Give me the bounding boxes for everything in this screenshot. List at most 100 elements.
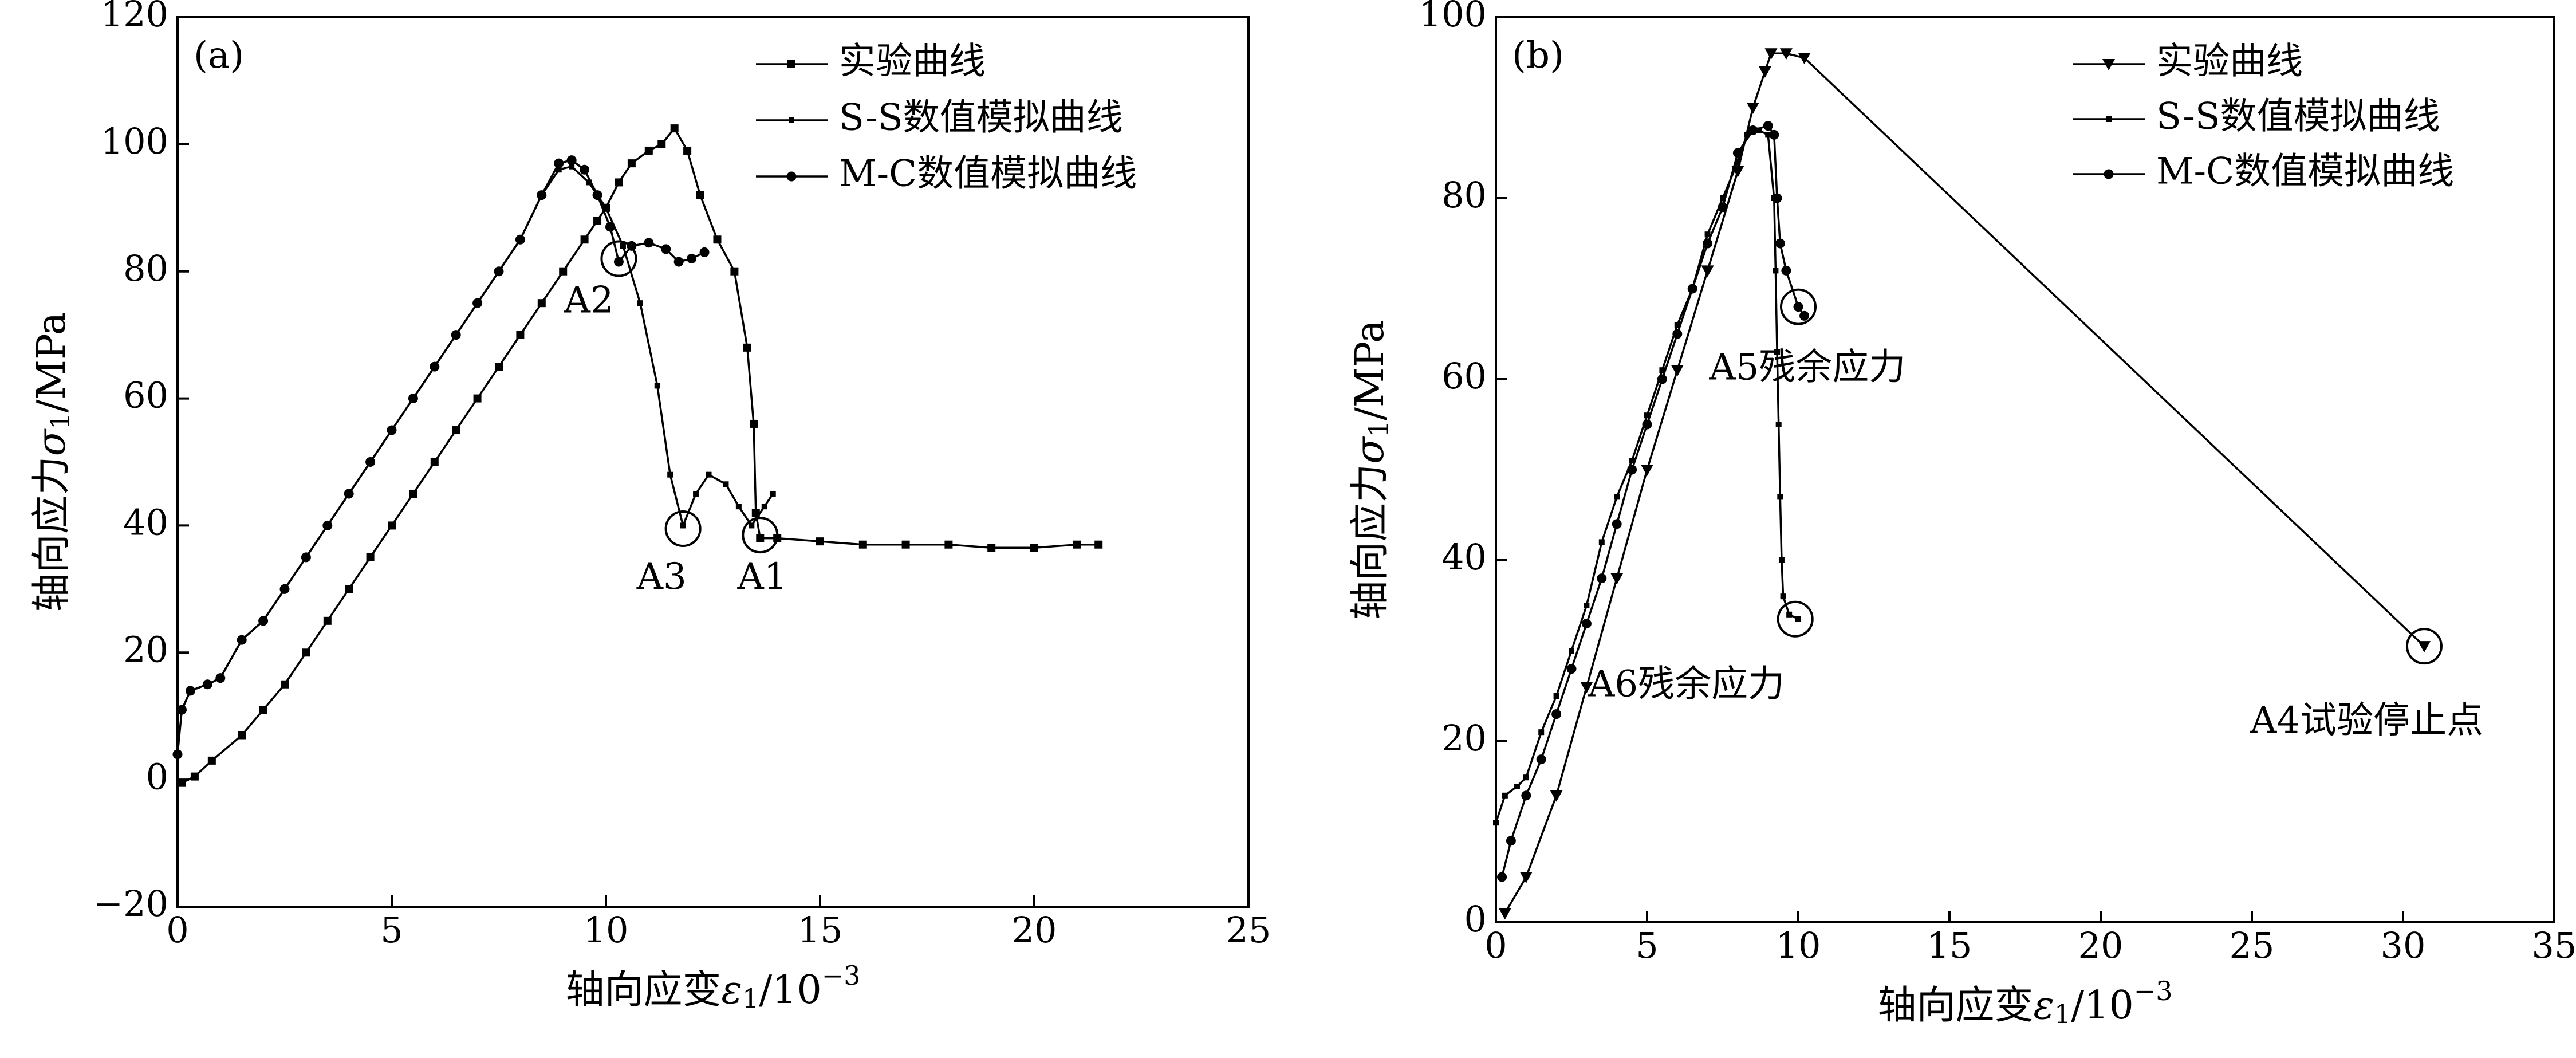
y-tick-label: 0 [1464,898,1487,940]
data-point [172,749,183,760]
x-tick-label: 25 [2230,925,2275,966]
data-point [323,616,332,625]
data-point [495,363,503,371]
data-point [1744,132,1750,138]
data-point [1746,103,1759,114]
data-point [559,267,568,276]
data-point [556,167,562,173]
data-point [516,331,525,339]
data-point [706,471,712,478]
axis-label-symbol: ε [721,967,742,1013]
data-point [537,299,546,308]
data-point [1758,66,1771,78]
series-3 [172,155,710,760]
annotation: A2 [564,240,637,322]
data-point [1627,465,1637,475]
y-tick-label: 60 [1441,355,1487,397]
data-point [2417,641,2431,653]
annotation-label: A2 [564,280,614,322]
annotation-circle [600,240,637,277]
data-point [1674,322,1680,328]
data-point [1553,693,1559,699]
data-point [1550,790,1563,802]
axis-label-main: 轴向应力 [29,456,74,612]
data-point [178,778,186,787]
data-point [344,489,354,499]
data-point [1704,231,1711,238]
data-point [1073,540,1081,549]
data-point [1581,619,1592,629]
data-point [987,544,996,552]
data-point [1775,422,1782,427]
data-point [1748,125,1758,135]
axis-label-main: 轴向应力 [1348,464,1393,620]
y-tick-label: 0 [146,756,168,797]
data-point [1506,836,1516,846]
y-tick-label: −20 [93,883,168,925]
data-point [1780,593,1786,600]
data-point [657,140,666,148]
data-point [605,222,615,232]
data-point [1764,48,1778,60]
data-point [580,164,590,175]
data-point [1671,365,1684,377]
data-point [1703,238,1713,249]
legend-marker [2106,116,2112,122]
data-point [1614,494,1620,500]
data-point [1720,195,1726,201]
series-2 [1493,127,1801,826]
y-tick-label: 20 [1441,717,1487,759]
x-tick-label: 20 [1012,909,1057,951]
legend-marker [2104,169,2114,179]
annotation-label: A4试验停止点 [2250,699,2483,742]
annotation: A6残余应力 [1588,600,1814,706]
chart-panel-a: 0 5 10 15 20 25−20020406080100120轴向应变ε1/10−3轴… [29,0,1271,1014]
data-point [1659,367,1665,373]
data-point [750,419,758,428]
data-point [1786,611,1793,618]
y-axis-label: 轴向应力σ1/MPa [1348,320,1395,620]
data-point [569,163,575,170]
annotation-circle [1777,600,1814,638]
y-tick-label: 80 [1441,174,1487,216]
data-point [620,243,626,249]
data-point [1580,682,1593,694]
axis-label-subscript: 1 [1363,420,1394,437]
data-point [1772,193,1782,203]
data-point [654,383,660,389]
x-tick-label: 25 [1226,909,1271,951]
series-1 [178,124,1103,787]
axis-label-symbol: ε [2033,983,2054,1028]
legend: 实验曲线 S-S数值模拟曲线 M-C数值模拟曲线 [756,41,1137,195]
data-point [237,635,247,645]
data-point [944,540,953,549]
data-point [238,731,246,740]
annotation-circle [742,517,779,554]
x-tick-label: 20 [2078,925,2124,966]
data-point [696,191,704,199]
panel-label: (b) [1512,34,1564,77]
y-axis-label: 轴向应力σ1/MPa [29,312,76,612]
data-point [408,394,418,404]
y-tick-label: 20 [123,628,168,670]
plot-frame [176,16,1250,908]
data-point [1551,709,1562,719]
y-tick-label: 100 [101,120,168,162]
data-point [1644,412,1650,419]
axis-label-main: 轴向应变 [1877,983,2033,1028]
data-point [1769,129,1779,140]
legend-entry: 实验曲线 [2073,41,2303,83]
series-line [181,127,1099,784]
y-tick-label: 60 [123,375,168,416]
annotation-circle [1780,288,1817,325]
x-tick-label: 5 [380,909,403,951]
axis-label-subscript: 1 [2054,998,2071,1029]
data-point [387,425,397,435]
data-point [713,235,722,244]
data-point [176,705,187,715]
legend-entry: M-C数值模拟曲线 [2073,151,2454,193]
data-point [1610,573,1624,585]
data-point [699,247,710,257]
data-point [1718,202,1728,213]
data-point [1735,159,1741,165]
